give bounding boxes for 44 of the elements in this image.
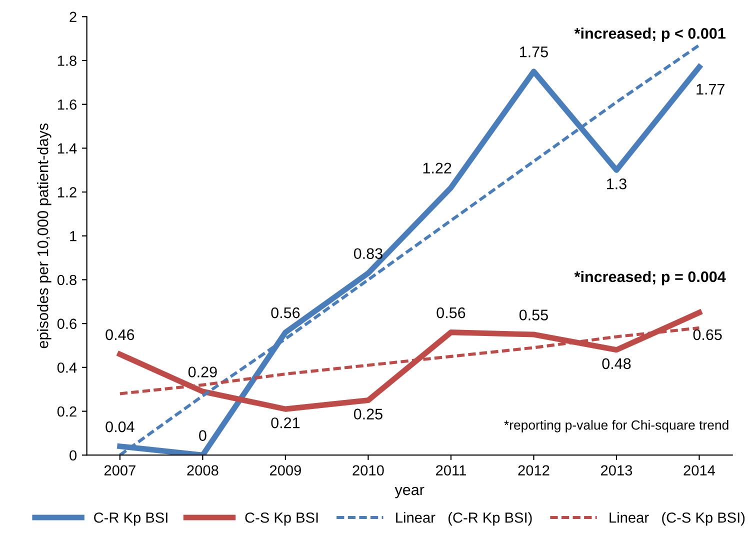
data-label: 1.75 [520,46,548,58]
data-label: 0 [199,430,206,441]
y-tick-label: 2 [70,12,76,22]
y-tick-label: 1.8 [58,56,76,66]
y-tick-label: 0.8 [57,274,76,286]
data-label: 1.3 [607,178,626,190]
data-label: 1.77 [696,84,724,94]
data-label: 0.25 [354,408,382,420]
data-label: 0.55 [519,310,548,320]
y-axis-title: episodes per 10,000 patient-days [37,123,52,348]
y-tick-label: 0.6 [57,318,76,329]
data-label: 0.56 [436,307,466,318]
x-tick-label: 2007 [104,465,136,476]
x-tick-label: 2013 [601,465,632,476]
y-tick-label: 1.6 [58,99,76,110]
legend-label: Linear (C-R Kp BSI) [396,512,532,526]
annotation: *increased; p < 0.001 [574,28,726,42]
y-tick-label: 0.4 [57,362,77,373]
data-label: 1.22 [423,162,452,174]
data-label: 0.65 [693,329,722,340]
data-label: 0.56 [271,307,300,318]
y-tick-label: 1 [70,231,76,242]
data-label: 0.29 [188,366,217,378]
data-label: 0.21 [271,417,300,428]
y-tick-label: 0 [70,450,77,461]
annotation: *reporting p-value for Chi-square trend [504,420,728,432]
legend-label: C-S Kp BSI [245,512,318,526]
y-tick-label: 1.2 [58,187,76,198]
y-tick-label: 0.2 [57,406,76,417]
legend-label: C-R Kp BSI [94,512,168,526]
x-tick-label: 2009 [270,465,301,476]
y-tick-label: 1.4 [58,143,77,154]
legend-label: Linear (C-S Kp BSI) [610,512,745,526]
data-label: 0.46 [106,329,134,340]
x-axis-title: year [394,486,424,498]
x-tick-label: 2012 [518,465,550,476]
x-tick-label: 2008 [187,465,218,476]
annotation: *increased; p = 0.004 [574,270,726,286]
x-tick-label: 2014 [684,465,716,476]
x-tick-label: 2011 [436,465,466,476]
data-label: 0.83 [354,248,382,260]
data-label: 0.04 [106,421,134,432]
data-label: 0.48 [602,358,631,370]
x-tick-label: 2010 [352,465,384,476]
